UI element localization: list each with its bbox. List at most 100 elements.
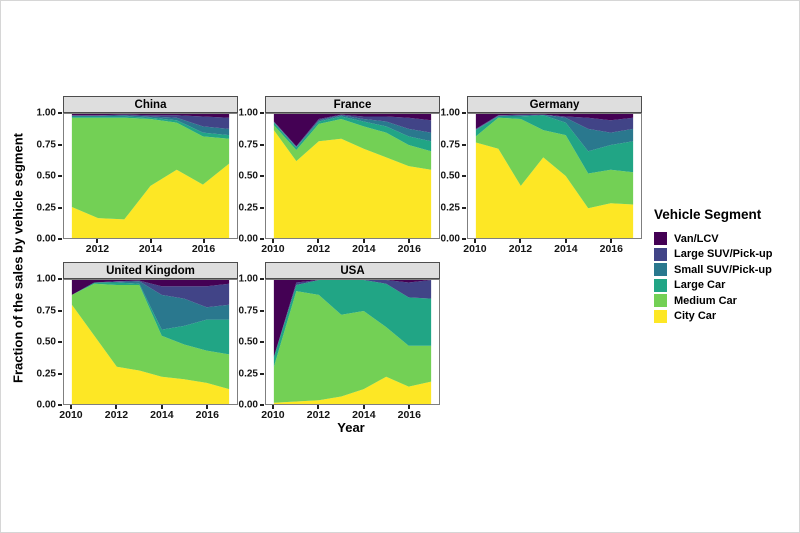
y-tick-label: 0.75 xyxy=(36,305,56,316)
area-band-medium-car xyxy=(273,291,432,403)
x-tick-mark xyxy=(317,239,320,243)
x-tick-label: 2012 xyxy=(306,243,331,255)
legend-item-city-car: City Car xyxy=(654,309,772,325)
y-tick-label: 0.00 xyxy=(238,399,258,411)
y-tick-label: 1.00 xyxy=(36,273,56,285)
y-tick-mark xyxy=(462,143,466,146)
legend-key-swatch xyxy=(654,232,667,246)
legend: Vehicle Segment Van/LCV Large SUV/Pick-up… xyxy=(654,207,772,324)
x-tick-mark xyxy=(271,405,274,409)
stacked-area-plot xyxy=(273,114,432,238)
y-tick-mark xyxy=(260,404,264,406)
y-tick-mark xyxy=(462,175,466,177)
area-band-van-lcv xyxy=(71,280,230,295)
y-tick-label: 0.00 xyxy=(36,399,56,411)
x-tick-label: 2016 xyxy=(397,409,421,421)
area-band-large-suv-pick-up xyxy=(273,114,432,147)
y-tick-mark xyxy=(462,206,466,209)
area-band-large-car xyxy=(71,282,230,355)
x-axis-ticks: 2010 2012 2014 2016 xyxy=(59,405,238,421)
facet-china: China 1.00 0.75 0.50 0.25 0.00 2012 2014 2016 xyxy=(37,96,238,255)
y-tick-mark xyxy=(260,372,264,375)
legend-key-swatch xyxy=(654,278,667,292)
legend-item-large-car: Large Car xyxy=(654,278,772,294)
facet-strip: Germany xyxy=(467,96,642,113)
plot-panel xyxy=(265,279,440,405)
x-tick-mark xyxy=(408,239,411,243)
x-tick-label: 2016 xyxy=(195,409,219,421)
y-tick-mark xyxy=(58,404,62,406)
area-band-city-car xyxy=(71,304,230,404)
area-band-small-suv-pick-up xyxy=(273,115,432,148)
x-tick-label: 2016 xyxy=(191,243,216,255)
plot-panel xyxy=(63,279,238,405)
x-tick-mark xyxy=(202,239,205,243)
y-tick-label: 1.00 xyxy=(238,273,258,285)
area-band-city-car xyxy=(273,130,432,238)
plot-panel xyxy=(467,113,642,239)
x-tick-mark xyxy=(362,405,365,409)
x-tick-label: 2014 xyxy=(352,243,376,255)
area-band-small-suv-pick-up xyxy=(71,281,230,330)
y-tick-mark xyxy=(260,341,264,343)
x-tick-mark xyxy=(362,239,365,243)
y-tick-label: 1.00 xyxy=(238,107,258,119)
legend-label: City Car xyxy=(674,310,717,323)
area-band-city-car xyxy=(475,142,634,238)
y-tick-mark xyxy=(58,278,62,280)
y-axis-ticks: 1.00 0.75 0.50 0.25 0.00 xyxy=(238,274,265,411)
y-tick-label: 0.50 xyxy=(440,170,460,182)
y-tick-mark xyxy=(260,143,264,146)
x-tick-label: 2016 xyxy=(397,243,421,255)
legend-key-swatch xyxy=(654,247,667,261)
facet-strip: United Kingdom xyxy=(63,262,238,279)
y-tick-mark xyxy=(260,278,264,280)
y-axis-ticks: 1.00 0.75 0.50 0.25 0.00 xyxy=(36,108,63,245)
y-tick-mark xyxy=(462,112,466,114)
area-band-van-lcv xyxy=(71,114,230,118)
x-tick-label: 2012 xyxy=(508,243,533,255)
plot-panel xyxy=(63,113,238,239)
x-tick-label: 2010 xyxy=(59,409,83,421)
x-tick-mark xyxy=(96,239,99,243)
x-tick-mark xyxy=(519,239,522,243)
y-axis-ticks: 1.00 0.75 0.50 0.25 0.00 xyxy=(36,274,63,411)
area-band-van-lcv xyxy=(475,114,634,129)
y-tick-mark xyxy=(260,309,264,312)
facet-france: France 1.00 0.75 0.50 0.25 0.00 2010 2012 2014… xyxy=(239,96,440,255)
legend-title: Vehicle Segment xyxy=(654,207,762,222)
area-band-van-lcv xyxy=(273,114,432,147)
x-tick-mark xyxy=(408,405,411,409)
area-band-small-suv-pick-up xyxy=(71,115,230,136)
x-tick-label: 2016 xyxy=(599,243,623,255)
y-tick-label: 0.25 xyxy=(36,368,56,379)
legend-label: Small SUV/Pick-up xyxy=(674,263,772,276)
legend-key-swatch xyxy=(654,263,667,277)
legend-key-swatch xyxy=(654,294,667,308)
plot-panel xyxy=(265,113,440,239)
facet-germany: Germany 1.00 0.75 0.50 0.25 0.00 2010 2012 201… xyxy=(441,96,642,255)
area-band-medium-car xyxy=(273,118,432,170)
x-tick-mark xyxy=(160,405,163,409)
y-tick-label: 0.75 xyxy=(440,139,460,150)
facet-title: United Kingdom xyxy=(106,264,195,277)
y-tick-label: 0.25 xyxy=(238,368,258,379)
x-axis-ticks: 2010 2012 2014 2016 xyxy=(261,405,440,421)
area-band-large-suv-pick-up xyxy=(475,114,634,133)
y-tick-label: 0.00 xyxy=(440,233,460,245)
y-tick-label: 0.50 xyxy=(238,170,258,182)
stacked-area-plot xyxy=(475,114,634,238)
x-tick-mark xyxy=(206,405,209,409)
y-tick-label: 0.75 xyxy=(36,139,56,150)
facet-title: China xyxy=(134,98,167,111)
y-tick-mark xyxy=(58,341,62,343)
y-tick-label: 0.00 xyxy=(36,233,56,245)
x-tick-label: 2012 xyxy=(104,409,129,421)
legend-label: Van/LCV xyxy=(674,232,719,245)
area-band-city-car xyxy=(71,163,230,238)
y-axis-ticks: 1.00 0.75 0.50 0.25 0.00 xyxy=(238,108,265,245)
y-axis-title: Fraction of the sales by vehicle segment xyxy=(10,133,26,383)
area-band-medium-car xyxy=(71,117,230,220)
x-tick-label: 2010 xyxy=(261,243,285,255)
y-tick-label: 1.00 xyxy=(36,107,56,119)
